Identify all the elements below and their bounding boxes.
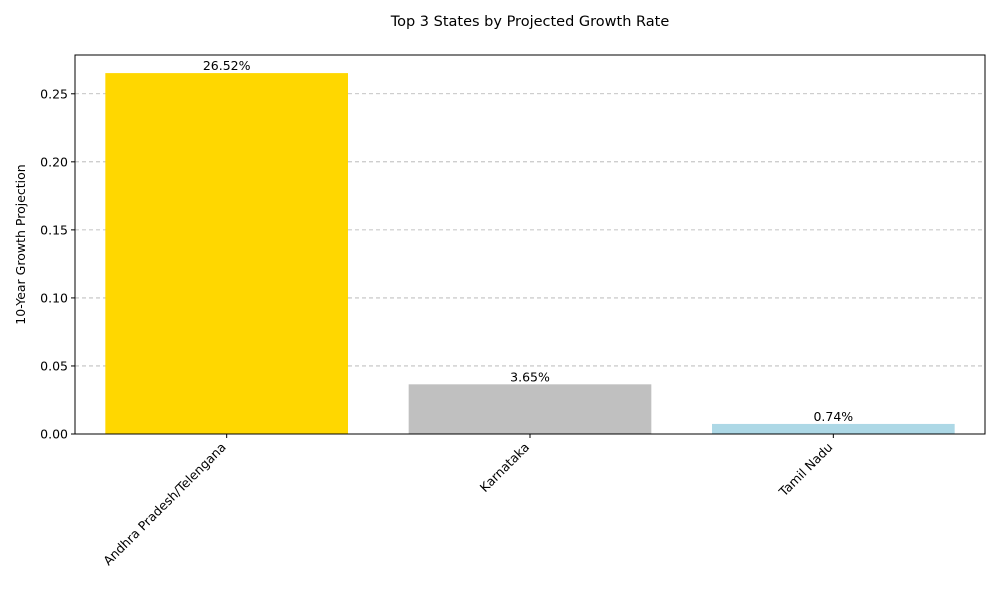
x-tick-label: Karnataka [477, 440, 532, 495]
bar-value-label: 0.74% [813, 409, 853, 424]
data-labels: 26.52% 3.65% 0.74% [203, 58, 853, 424]
y-tick-label: 0.10 [40, 290, 68, 305]
x-tick-label: Andhra Pradesh/Telengana [100, 440, 229, 569]
bars [105, 73, 955, 435]
y-tick-label: 0.00 [40, 427, 68, 442]
bar [712, 423, 955, 434]
bar-value-label: 26.52% [203, 58, 251, 73]
chart-title: Top 3 States by Projected Growth Rate [390, 14, 670, 30]
y-tick-label: 0.20 [40, 154, 68, 169]
y-axis-label: 10-Year Growth Projection [13, 164, 28, 324]
bar [105, 73, 348, 435]
y-axis-ticks: 0.00 0.05 0.10 0.15 0.20 0.25 [40, 86, 75, 442]
x-axis-ticks: Andhra Pradesh/Telengana Karnataka Tamil N… [100, 434, 835, 568]
y-tick-label: 0.05 [40, 358, 68, 373]
x-tick-label: Tamil Nadu [775, 440, 835, 500]
y-tick-label: 0.25 [40, 86, 68, 101]
y-tick-label: 0.15 [40, 222, 68, 237]
bar-value-label: 3.65% [510, 369, 550, 384]
bar [408, 384, 652, 434]
